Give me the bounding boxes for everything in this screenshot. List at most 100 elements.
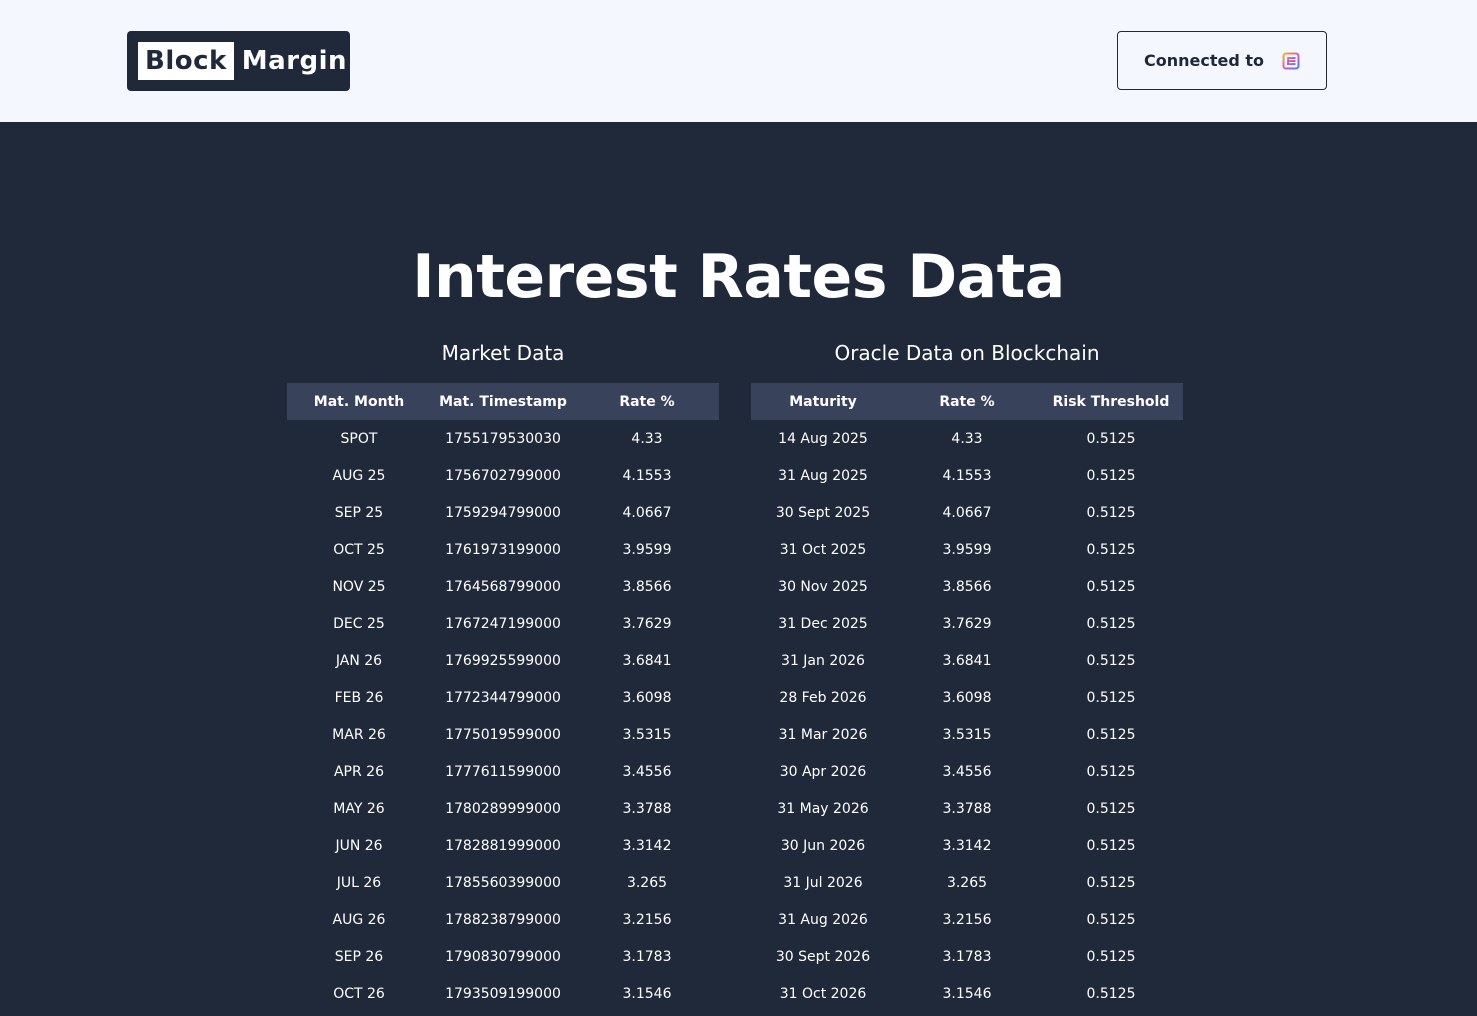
market-cell: 3.8566	[622, 578, 672, 595]
market-cell: 4.33	[631, 430, 663, 447]
col-mat-timestamp: Mat. Timestamp	[439, 393, 567, 410]
oracle-cell: 0.5125	[1086, 689, 1136, 706]
oracle-table-header-row: Maturity Rate % Risk Threshold	[751, 383, 1183, 420]
market-cell: 3.6098	[622, 689, 672, 706]
market-cell: 3.1783	[622, 948, 672, 965]
market-table-row: OCT 25 1761973199000 3.9599	[287, 531, 719, 568]
market-table-row: APR 26 1777611599000 3.4556	[287, 753, 719, 790]
market-table-row: SPOT 1755179530030 4.33	[287, 420, 719, 457]
oracle-cell: 4.33	[951, 430, 983, 447]
market-table-row: NOV 25 1764568799000 3.8566	[287, 568, 719, 605]
oracle-table-row: 30 Jun 2026 3.3142 0.5125	[751, 827, 1183, 864]
oracle-cell: 0.5125	[1086, 837, 1136, 854]
market-data-section: Market Data Mat. Month Mat. Timestamp Ra…	[287, 338, 719, 1012]
market-table-header-row: Mat. Month Mat. Timestamp Rate %	[287, 383, 719, 420]
oracle-cell: 0.5125	[1086, 652, 1136, 669]
oracle-table-row: 31 Oct 2025 3.9599 0.5125	[751, 531, 1183, 568]
page-title: Interest Rates Data	[412, 242, 1065, 312]
oracle-table-row: 30 Nov 2025 3.8566 0.5125	[751, 568, 1183, 605]
market-cell: 3.7629	[622, 615, 672, 632]
market-table-row: OCT 26 1793509199000 3.1546	[287, 975, 719, 1012]
oracle-cell: 3.7629	[942, 615, 992, 632]
market-table-row: JUL 26 1785560399000 3.265	[287, 864, 719, 901]
oracle-data-section: Oracle Data on Blockchain Maturity Rate …	[751, 338, 1183, 1012]
oracle-cell: 0.5125	[1086, 800, 1136, 817]
oracle-cell: 3.8566	[942, 578, 992, 595]
market-cell: 3.2156	[622, 911, 672, 928]
oracle-cell: 3.6098	[942, 689, 992, 706]
oracle-cell: 28 Feb 2026	[779, 689, 867, 706]
market-cell: 1785560399000	[445, 874, 561, 891]
oracle-cell: 0.5125	[1086, 430, 1136, 447]
oracle-data-caption: Oracle Data on Blockchain	[834, 341, 1100, 365]
connected-wallet-button[interactable]: Connected to	[1117, 31, 1327, 90]
oracle-cell: 3.6841	[942, 652, 992, 669]
oracle-cell: 3.3788	[942, 800, 992, 817]
oracle-table-row: 31 Aug 2026 3.2156 0.5125	[751, 901, 1183, 938]
market-table-row: AUG 26 1788238799000 3.2156	[287, 901, 719, 938]
market-cell: 1756702799000	[445, 467, 561, 484]
oracle-cell: 30 Apr 2026	[779, 763, 867, 780]
market-table-row: MAY 26 1780289999000 3.3788	[287, 790, 719, 827]
oracle-cell: 0.5125	[1086, 726, 1136, 743]
market-cell: AUG 25	[332, 467, 386, 484]
market-cell: SEP 26	[334, 948, 384, 965]
oracle-cell: 0.5125	[1086, 763, 1136, 780]
market-cell: NOV 25	[332, 578, 386, 595]
market-cell: 1780289999000	[445, 800, 561, 817]
oracle-cell: 31 Dec 2025	[778, 615, 868, 632]
oracle-cell: 0.5125	[1086, 578, 1136, 595]
market-cell: 1793509199000	[445, 985, 561, 1002]
oracle-cell: 30 Sept 2025	[775, 504, 871, 521]
col-mat-month: Mat. Month	[313, 393, 405, 410]
oracle-cell: 3.5315	[942, 726, 992, 743]
market-cell: 3.3142	[622, 837, 672, 854]
market-cell: JUN 26	[335, 837, 383, 854]
market-cell: 1777611599000	[445, 763, 561, 780]
market-table-row: SEP 25 1759294799000 4.0667	[287, 494, 719, 531]
oracle-cell: 0.5125	[1086, 541, 1136, 558]
oracle-cell: 4.0667	[942, 504, 992, 521]
oracle-cell: 0.5125	[1086, 504, 1136, 521]
market-cell: 3.5315	[622, 726, 672, 743]
logo-word-margin: Margin	[241, 46, 348, 76]
oracle-cell: 3.2156	[942, 911, 992, 928]
col-maturity: Maturity	[789, 393, 857, 410]
block-margin-logo[interactable]: Block Margin	[127, 31, 350, 91]
oracle-cell: 30 Sept 2026	[775, 948, 871, 965]
market-table-body: SPOT 1755179530030 4.33 AUG 25 1756702799000…	[287, 420, 719, 1012]
market-cell: JUL 26	[336, 874, 382, 891]
market-cell: 3.9599	[622, 541, 672, 558]
market-table-row: DEC 25 1767247199000 3.7629	[287, 605, 719, 642]
market-cell: 3.6841	[622, 652, 672, 669]
oracle-cell: 4.1553	[942, 467, 992, 484]
market-cell: 3.3788	[622, 800, 672, 817]
wallet-icon	[1282, 52, 1300, 69]
market-cell: 1769925599000	[445, 652, 561, 669]
col-rate: Rate %	[619, 393, 675, 410]
oracle-cell: 3.3142	[942, 837, 992, 854]
market-cell: 1775019599000	[445, 726, 561, 743]
oracle-cell: 30 Nov 2025	[778, 578, 868, 595]
market-table-row: FEB 26 1772344799000 3.6098	[287, 679, 719, 716]
connected-label: Connected to	[1143, 51, 1264, 70]
market-cell: 3.265	[626, 874, 668, 891]
oracle-table-row: 14 Aug 2025 4.33 0.5125	[751, 420, 1183, 457]
col-rate: Rate %	[939, 393, 995, 410]
market-cell: SPOT	[340, 430, 378, 447]
market-cell: 3.1546	[622, 985, 672, 1002]
market-cell: 1759294799000	[445, 504, 561, 521]
oracle-cell: 30 Jun 2026	[780, 837, 866, 854]
oracle-cell: 31 Oct 2025	[779, 541, 867, 558]
market-cell: FEB 26	[334, 689, 384, 706]
market-cell: 1764568799000	[445, 578, 561, 595]
oracle-cell: 31 May 2026	[777, 800, 869, 817]
market-cell: 1790830799000	[445, 948, 561, 965]
oracle-cell: 14 Aug 2025	[778, 430, 868, 447]
oracle-cell: 0.5125	[1086, 874, 1136, 891]
oracle-table-row: 30 Apr 2026 3.4556 0.5125	[751, 753, 1183, 790]
market-table-row: JUN 26 1782881999000 3.3142	[287, 827, 719, 864]
market-cell: SEP 25	[334, 504, 384, 521]
market-cell: 1788238799000	[445, 911, 561, 928]
market-cell: AUG 26	[332, 911, 386, 928]
